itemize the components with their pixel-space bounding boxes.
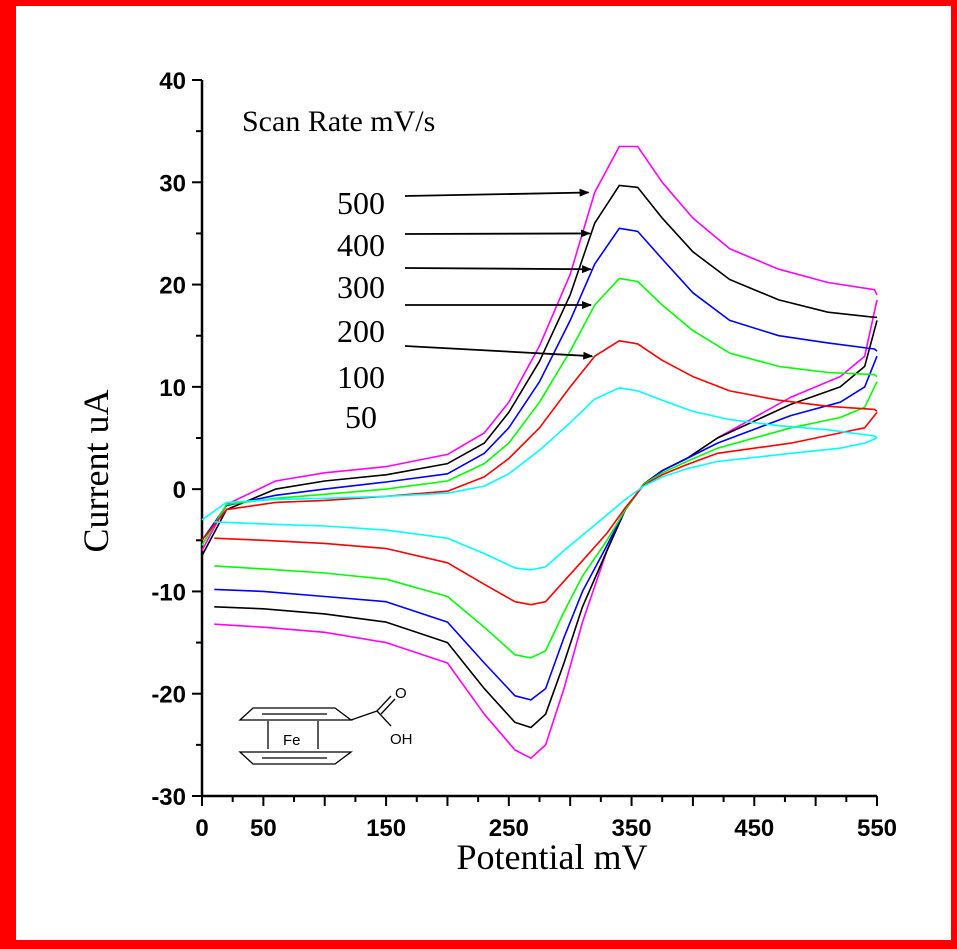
curve-500-reverse	[214, 299, 878, 759]
scan-rate-label-50: 50	[345, 399, 377, 435]
scan-rate-label-200: 200	[337, 313, 385, 349]
curve-100-forward	[201, 340, 878, 541]
curve-50-reverse	[214, 437, 878, 571]
curve-300-forward	[201, 227, 878, 541]
y-tick-label: -30	[151, 784, 186, 811]
scan-rate-arrow-300	[404, 265, 593, 274]
scan-rate-label-300: 300	[337, 269, 385, 305]
y-tick-label: -10	[151, 579, 186, 606]
legend-title: Scan Rate mV/s	[242, 105, 435, 138]
hydroxyl-label: OH	[390, 731, 413, 748]
y-tick-label: -20	[151, 682, 186, 709]
x-tick-label: 350	[612, 815, 652, 842]
scan-rate-arrow-100	[404, 345, 594, 360]
y-tick-label: 40	[159, 68, 186, 95]
ferrocene-carboxylic-acid-structure: Fe O OH	[238, 685, 413, 765]
x-tick-label: 0	[195, 815, 208, 842]
curve-400-forward	[201, 184, 877, 556]
y-axis-label: Current uA	[76, 390, 116, 553]
x-tick-label: 550	[857, 815, 897, 842]
curve-100-reverse	[214, 411, 878, 606]
curve-200-reverse	[214, 381, 878, 659]
x-tick-label: 450	[734, 815, 774, 842]
curve-50-forward	[201, 387, 878, 521]
x-tick-label: 50	[250, 815, 277, 842]
y-tick-label: 0	[173, 477, 186, 504]
curve-200-forward	[201, 277, 878, 546]
curve-400-reverse	[214, 320, 878, 729]
scan-rate-arrow-400	[404, 229, 591, 238]
curve-300-reverse	[214, 355, 878, 701]
fe-label: Fe	[283, 732, 301, 749]
x-axis-label: Potential mV	[457, 837, 648, 877]
curves	[201, 145, 878, 759]
x-tick-label: 250	[489, 815, 529, 842]
y-tick-label: 10	[159, 375, 186, 402]
curve-500-forward	[201, 145, 878, 551]
scan-rate-label-100: 100	[337, 359, 385, 395]
annotations: 500 400 300 200 100 50	[337, 185, 594, 435]
oxygen-label: O	[395, 685, 407, 702]
scan-rate-arrow-500	[404, 188, 590, 197]
scan-rate-label-400: 400	[337, 227, 385, 263]
x-tick-label: 150	[366, 815, 406, 842]
y-tick-label: 30	[159, 170, 186, 197]
scan-rate-label-500: 500	[337, 185, 385, 221]
y-tick-label: 20	[159, 273, 186, 300]
